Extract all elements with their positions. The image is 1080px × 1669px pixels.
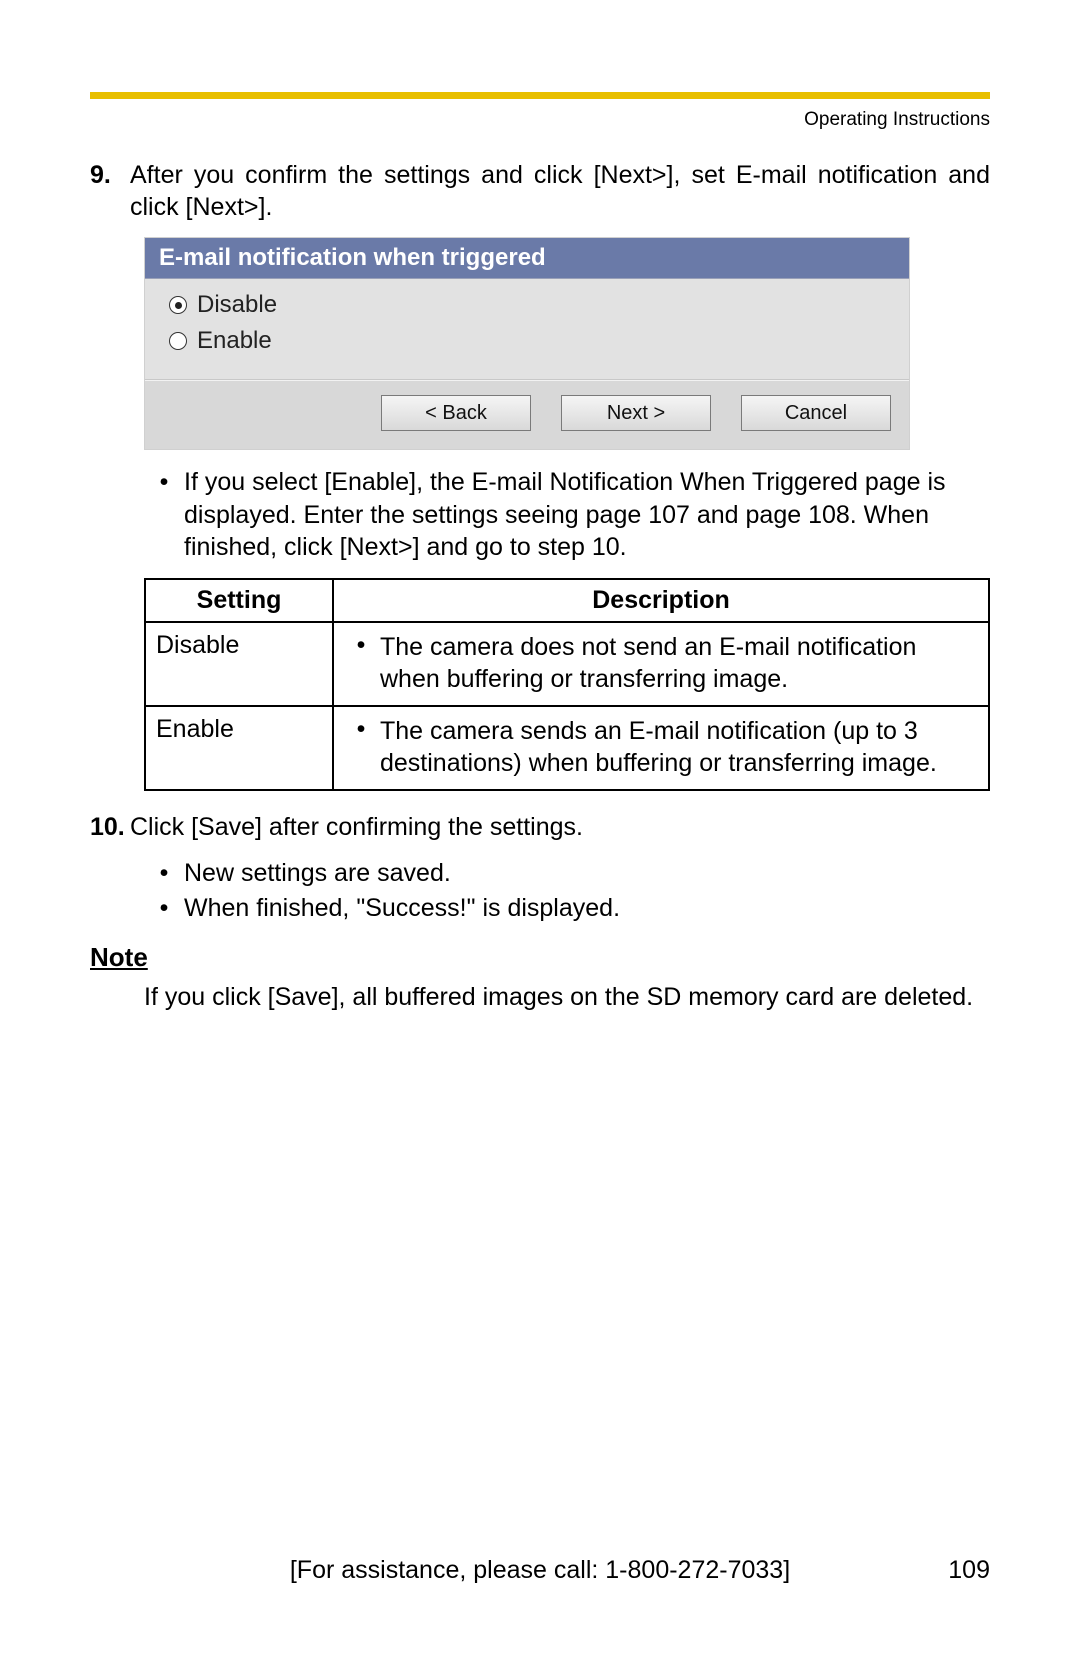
settings-table: Setting Description Disable • The camera… — [144, 578, 990, 791]
table-row: Disable • The camera does not send an E-… — [145, 622, 989, 706]
step-9: 9. After you confirm the settings and cl… — [90, 159, 990, 223]
manual-page: Operating Instructions 9. After you conf… — [0, 0, 1080, 1669]
step-10-sub-1: • New settings are saved. — [144, 857, 990, 891]
bullet-icon: • — [342, 715, 380, 779]
panel-options: Disable Enable — [145, 279, 909, 380]
cell-desc-1: • The camera sends an E-mail notificatio… — [333, 706, 989, 790]
panel-buttonbar: < Back Next > Cancel — [145, 380, 909, 449]
bullet-icon: • — [144, 466, 184, 564]
back-button[interactable]: < Back — [381, 395, 531, 431]
step-10: 10. Click [Save] after confirming the se… — [90, 811, 990, 843]
note-text: If you click [Save], all buffered images… — [144, 981, 990, 1014]
footer-assistance: [For assistance, please call: 1-800-272-… — [150, 1556, 930, 1585]
enable-note-text: If you select [Enable], the E-mail Notif… — [184, 466, 990, 564]
option-enable[interactable]: Enable — [169, 323, 891, 359]
cell-desc-0-text: The camera does not send an E-mail notif… — [380, 631, 978, 695]
step-10-number: 10. — [90, 811, 130, 843]
step-10-sub-2: • When finished, "Success!" is displayed… — [144, 892, 990, 926]
cell-desc-0: • The camera does not send an E-mail not… — [333, 622, 989, 706]
option-disable[interactable]: Disable — [169, 287, 891, 323]
cell-setting-1: Enable — [145, 706, 333, 790]
page-footer: [For assistance, please call: 1-800-272-… — [90, 1556, 990, 1585]
bullet-icon: • — [144, 892, 184, 926]
cancel-button[interactable]: Cancel — [741, 395, 891, 431]
option-disable-label: Disable — [197, 291, 277, 319]
table-header-row: Setting Description — [145, 579, 989, 622]
email-notification-panel: E-mail notification when triggered Disab… — [144, 237, 910, 450]
th-setting: Setting — [145, 579, 333, 622]
bullet-icon: • — [144, 857, 184, 891]
top-rule — [90, 92, 990, 99]
header-section-title: Operating Instructions — [90, 109, 990, 131]
enable-note-bullet: • If you select [Enable], the E-mail Not… — [144, 466, 990, 564]
step-9-number: 9. — [90, 159, 130, 223]
next-button[interactable]: Next > — [561, 395, 711, 431]
step-10-text: Click [Save] after confirming the settin… — [130, 811, 990, 843]
cell-setting-0: Disable — [145, 622, 333, 706]
bullet-icon: • — [342, 631, 380, 695]
step-10-sub-2-text: When finished, "Success!" is displayed. — [184, 892, 990, 926]
radio-enable-icon — [169, 332, 187, 350]
footer-page-number: 109 — [930, 1556, 990, 1585]
step-10-sub-1-text: New settings are saved. — [184, 857, 990, 891]
radio-disable-icon — [169, 296, 187, 314]
option-enable-label: Enable — [197, 327, 272, 355]
th-description: Description — [333, 579, 989, 622]
table-row: Enable • The camera sends an E-mail noti… — [145, 706, 989, 790]
cell-desc-1-text: The camera sends an E-mail notification … — [380, 715, 978, 779]
step-9-text: After you confirm the settings and click… — [130, 159, 990, 223]
panel-titlebar: E-mail notification when triggered — [145, 238, 909, 279]
note-heading: Note — [90, 942, 990, 973]
